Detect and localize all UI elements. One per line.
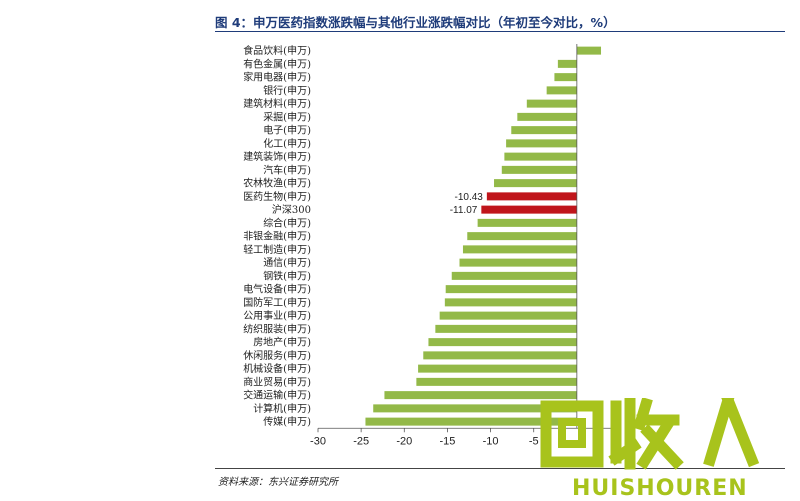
data-label-12: -11.07 bbox=[450, 205, 478, 216]
bar-chart: 食品饮料(申万)有色金属(申万)家用电器(申万)银行(申万)建筑材料(申万)采掘… bbox=[243, 44, 620, 447]
bar-4 bbox=[526, 99, 577, 108]
bar-19 bbox=[444, 298, 577, 307]
category-label-1: 有色金属(申万) bbox=[243, 57, 311, 70]
bar-9 bbox=[501, 165, 577, 174]
category-labels-layer: 食品饮料(申万)有色金属(申万)家用电器(申万)银行(申万)建筑材料(申万)采掘… bbox=[243, 44, 483, 428]
category-label-27: 计算机(申万) bbox=[253, 402, 311, 415]
bar-16 bbox=[459, 258, 577, 267]
category-label-25: 商业贸易(申万) bbox=[243, 375, 311, 388]
bar-24 bbox=[418, 364, 577, 373]
category-label-24: 机械设备(申万) bbox=[243, 362, 311, 375]
category-label-18: 电气设备(申万) bbox=[243, 283, 311, 296]
title-rule bbox=[215, 31, 785, 32]
category-label-4: 建筑材料(申万) bbox=[243, 97, 311, 110]
x-tick-label-2: -20 bbox=[396, 435, 412, 447]
x-tick-label-0: -30 bbox=[310, 435, 326, 447]
source-rule bbox=[215, 468, 785, 469]
category-label-9: 汽车(申万) bbox=[263, 163, 311, 176]
bar-7 bbox=[506, 139, 577, 148]
bar-6 bbox=[511, 126, 577, 135]
category-label-13: 综合(申万) bbox=[263, 216, 311, 229]
bar-15 bbox=[462, 245, 577, 254]
bar-21 bbox=[435, 324, 577, 333]
category-label-5: 采掘(申万) bbox=[263, 110, 311, 123]
category-label-10: 农林牧渔(申万) bbox=[243, 177, 311, 190]
category-label-28: 传媒(申万) bbox=[263, 415, 311, 428]
bar-28 bbox=[365, 417, 577, 426]
bar-23 bbox=[423, 351, 577, 360]
bar-17 bbox=[451, 271, 577, 280]
bars-layer bbox=[365, 46, 602, 426]
bar-27 bbox=[373, 404, 577, 413]
bar-2 bbox=[554, 73, 577, 82]
category-label-16: 通信(申万) bbox=[263, 256, 311, 269]
category-label-15: 轻工制造(申万) bbox=[243, 243, 311, 256]
category-label-26: 交通运输(申万) bbox=[243, 389, 311, 402]
watermark-logo bbox=[540, 398, 760, 470]
category-label-14: 非银金融(申万) bbox=[243, 230, 311, 243]
bar-0 bbox=[576, 46, 602, 55]
bar-13 bbox=[477, 218, 577, 227]
watermark-text: HUISHOUREN bbox=[572, 476, 748, 501]
category-label-3: 银行(申万) bbox=[263, 84, 311, 97]
bar-22 bbox=[428, 338, 577, 347]
data-label-11: -10.43 bbox=[455, 192, 484, 203]
category-label-11: 医药生物(申万) bbox=[243, 190, 311, 203]
bar-1 bbox=[557, 59, 577, 68]
category-label-8: 建筑装饰(申万) bbox=[243, 150, 311, 163]
bar-18 bbox=[445, 285, 577, 294]
category-label-22: 房地产(申万) bbox=[253, 336, 311, 349]
x-tick-label-4: -10 bbox=[483, 435, 499, 447]
bar-10 bbox=[494, 179, 577, 188]
category-label-19: 国防军工(申万) bbox=[243, 296, 311, 309]
category-label-21: 纺织服装(申万) bbox=[243, 322, 311, 335]
bar-12 bbox=[481, 205, 577, 214]
x-tick-label-3: -15 bbox=[439, 435, 455, 447]
x-tick-label-5: -5 bbox=[529, 435, 539, 447]
bar-11 bbox=[486, 192, 577, 201]
category-label-2: 家用电器(申万) bbox=[243, 71, 311, 84]
bar-25 bbox=[416, 377, 577, 386]
category-label-23: 休闲服务(申万) bbox=[243, 349, 311, 362]
watermark-glyph-hui bbox=[540, 400, 604, 468]
bar-3 bbox=[546, 86, 577, 95]
bar-26 bbox=[384, 391, 577, 400]
x-axis: -30 -25 -20 -15 -10 -5 bbox=[310, 44, 620, 447]
x-tick-label-1: -25 bbox=[353, 435, 369, 447]
bar-5 bbox=[517, 112, 577, 121]
category-label-0: 食品饮料(申万) bbox=[243, 44, 311, 57]
category-label-7: 化工(申万) bbox=[263, 137, 311, 150]
category-label-6: 电子(申万) bbox=[263, 124, 311, 137]
category-label-12: 沪深300 bbox=[272, 203, 311, 216]
watermark-glyph-ren bbox=[703, 398, 760, 468]
bar-14 bbox=[467, 232, 577, 241]
bar-20 bbox=[439, 311, 577, 320]
category-label-20: 公用事业(申万) bbox=[243, 309, 311, 322]
watermark-glyph-shou bbox=[608, 398, 642, 470]
bar-8 bbox=[504, 152, 577, 161]
source-note: 资料来源：东兴证券研究所 bbox=[218, 477, 338, 488]
category-label-17: 钢铁(申万) bbox=[263, 269, 311, 282]
chart-title: 图 4：申万医药指数涨跌幅与其他行业涨跌幅对比（年初至今对比，%） bbox=[215, 15, 616, 30]
